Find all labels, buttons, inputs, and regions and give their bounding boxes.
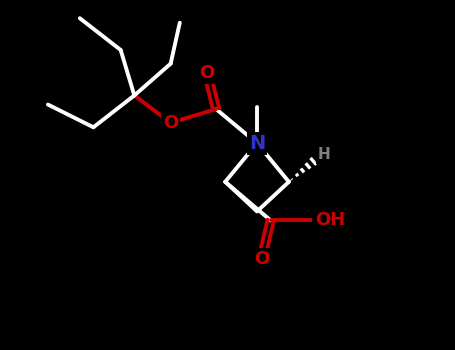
Text: O: O [163,114,178,132]
Text: H: H [318,147,331,162]
Text: N: N [249,134,265,153]
Text: OH: OH [315,211,345,230]
Text: O: O [254,250,269,268]
Text: O: O [199,64,215,82]
